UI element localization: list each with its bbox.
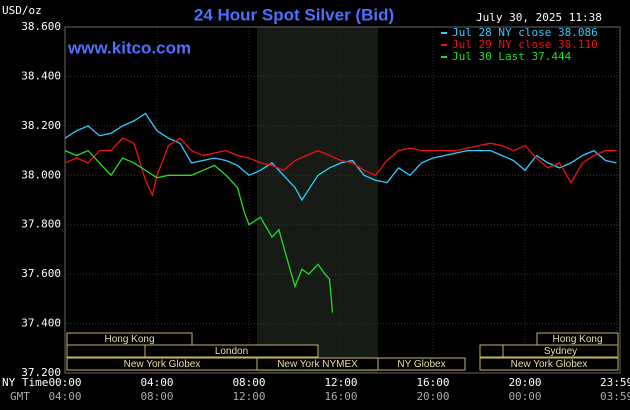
session-box <box>377 357 466 371</box>
session-label: New York Globex <box>124 359 201 370</box>
y-tick-label: 37.200 <box>21 366 61 379</box>
session-box <box>479 344 504 358</box>
legend-label: Jul 28 NY close 38.086 <box>452 26 598 39</box>
session-label: London <box>215 346 248 357</box>
y-tick-label: 38.600 <box>21 20 61 33</box>
y-tick-label: 37.600 <box>21 267 61 280</box>
series-line <box>64 149 334 313</box>
y-tick-label: 38.400 <box>21 69 61 82</box>
session-shade <box>257 27 378 373</box>
x2-tick-label: 16:00 <box>324 390 357 403</box>
chart-title: 24 Hour Spot Silver (Bid) <box>194 5 394 24</box>
watermark: www.kitco.com <box>67 38 191 57</box>
x-tick-label: 20:00 <box>508 376 541 389</box>
x-tick-label: 08:00 <box>232 376 265 389</box>
session-label: Hong Kong <box>104 334 154 345</box>
session-label: NY Globex <box>397 359 445 370</box>
x2-tick-label: 03:59 <box>600 390 630 403</box>
y-tick-label: 37.800 <box>21 218 61 231</box>
x2-axis-label: GMT <box>10 390 30 403</box>
y-tick-label: 38.000 <box>21 168 61 181</box>
session-label: Sydney <box>544 346 577 357</box>
x-tick-label: 16:00 <box>416 376 449 389</box>
x-tick-label: 12:00 <box>324 376 357 389</box>
series-line <box>64 137 617 198</box>
x-tick-label: 00:00 <box>48 376 81 389</box>
y-tick-label: 38.200 <box>21 119 61 132</box>
session-label: New York Globex <box>511 359 588 370</box>
x2-tick-label: 20:00 <box>416 390 449 403</box>
legend-label: Jul 29 NY close 38.110 <box>452 38 598 51</box>
x-tick-label: 23:59 <box>600 376 630 389</box>
legend-label: Jul 30 Last 37.444 <box>452 50 572 63</box>
y-axis-label: USD/oz <box>2 4 42 17</box>
plot-frame <box>64 26 621 374</box>
x2-tick-label: 12:00 <box>232 390 265 403</box>
x-axis-label: NY Time <box>2 376 48 389</box>
x-tick-label: 04:00 <box>140 376 173 389</box>
series-line <box>64 112 617 202</box>
timestamp: July 30, 2025 11:38 <box>476 11 602 24</box>
session-label: Hong Kong <box>552 334 602 345</box>
session-box <box>479 357 619 371</box>
x2-tick-label: 00:00 <box>508 390 541 403</box>
x2-tick-label: 08:00 <box>140 390 173 403</box>
session-label: New York NYMEX <box>277 359 358 370</box>
x2-tick-label: 04:00 <box>48 390 81 403</box>
session-box <box>66 344 146 358</box>
y-tick-label: 37.400 <box>21 317 61 330</box>
